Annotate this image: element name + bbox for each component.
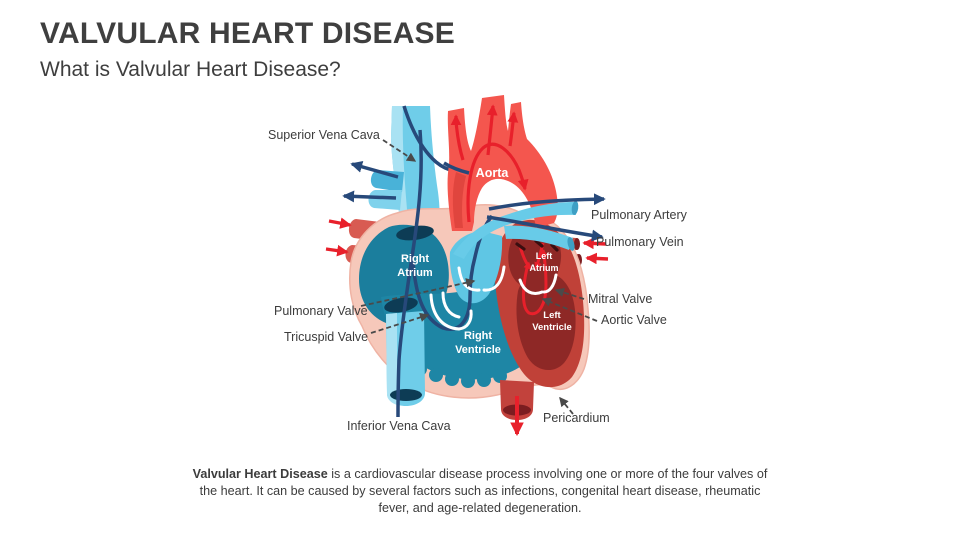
description-bold-term: Valvular Heart Disease (192, 466, 328, 481)
aorta-vessel (443, 95, 558, 231)
label-left-atrium: Left Atrium (529, 251, 559, 273)
inferior-vena-cava-vessel (386, 311, 425, 406)
aorta-branch-arrow (486, 104, 498, 156)
label-left-ventricle: Left Ventricle (532, 310, 572, 334)
label-tricuspid-valve: Tricuspid Valve (284, 330, 369, 344)
aortic-valve-leader (541, 297, 598, 322)
venous-outflow-arrow (350, 161, 399, 179)
label-inferior-vena-cava: Inferior Vena Cava (347, 419, 451, 433)
mitral-valve-leaflet (518, 278, 544, 295)
label-right-ventricle: Right Ventricle (455, 330, 501, 357)
vein-inflow-arrow (328, 217, 352, 229)
label-aorta: Aorta (475, 166, 509, 180)
label-pulmonary-artery: Pulmonary Artery (591, 208, 687, 222)
pulmonary-valve-leaflet (482, 265, 506, 292)
tricuspid-valve-leader (370, 312, 430, 334)
description-text: Valvular Heart Disease is a cardiovascul… (190, 466, 770, 518)
aorta-branch-arrow (507, 111, 519, 147)
vein-inflow-arrow (325, 244, 349, 257)
label-leader-lines (360, 139, 598, 415)
label-pulmonary-valve: Pulmonary Valve (274, 304, 368, 318)
pulmonary-vein-openings (515, 239, 559, 252)
aorta-branch-arrow (450, 114, 465, 161)
aorta-arch-flow-arrow (466, 142, 529, 223)
label-pulmonary-vein: Pulmonary Vein (596, 235, 684, 249)
page-subtitle: What is Valvular Heart Disease? (40, 58, 341, 81)
superior-vena-cava-vessel (342, 105, 456, 231)
pericardium-leader (559, 396, 574, 415)
label-mitral-valve: Mitral Valve (588, 292, 653, 306)
svc-leader (382, 139, 417, 162)
ivc-opening (384, 297, 418, 313)
pulmonary-valve-leader (360, 278, 476, 307)
descending-aorta-vessel (500, 380, 534, 437)
tricuspid-valve-leaflet (429, 293, 473, 331)
mitral-valve-leader (554, 287, 585, 300)
venous-outflow-arrow (342, 190, 397, 203)
label-right-atrium: Right Atrium (397, 253, 433, 280)
tricuspid-valve-leaflet (441, 291, 461, 319)
pulmonary-artery-flow-arrow (488, 193, 606, 211)
label-superior-vena-cava: Superior Vena Cava (268, 128, 380, 142)
aortic-valve-leaflet (542, 273, 558, 294)
label-aortic-valve: Aortic Valve (601, 313, 667, 327)
pulmonary-artery-flow-arrow (486, 215, 604, 242)
vein-inflow-arrow (582, 237, 607, 250)
vein-inflow-arrow (585, 252, 609, 265)
page-title: VALVULAR HEART DISEASE (40, 17, 455, 50)
label-pericardium: Pericardium (543, 411, 610, 425)
pulmonary-artery-vessel (453, 193, 606, 259)
description-body: is a cardiovascular disease process invo… (199, 466, 768, 516)
